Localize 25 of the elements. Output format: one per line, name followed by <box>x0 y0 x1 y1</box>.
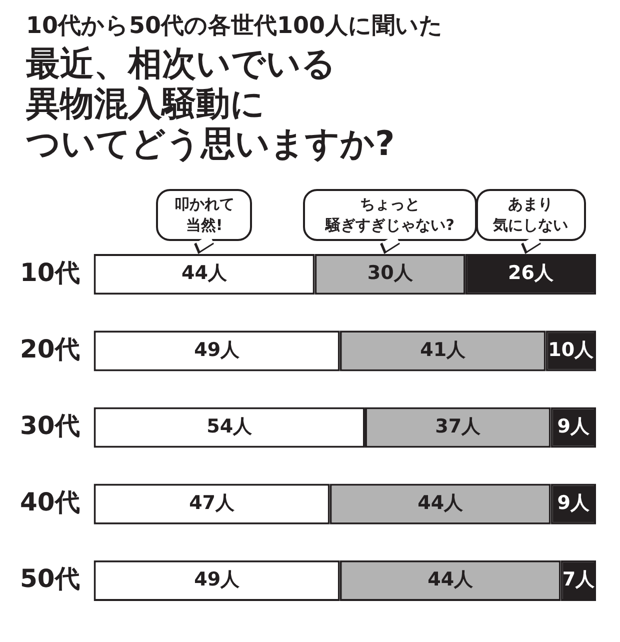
data-label: 9人 <box>557 492 591 514</box>
data-label: 54人 <box>206 415 254 438</box>
chart-title: 最近、相次いでいる異物混入騒動についてどう思いますか? <box>26 44 396 164</box>
chart-subtitle: 10代から50代の各世代100人に聞いた <box>26 12 444 41</box>
data-label: 26人 <box>508 262 554 284</box>
data-label: 49人 <box>194 338 241 361</box>
data-label: 9人 <box>557 415 591 438</box>
series-label: 叩かれて当然! <box>156 189 252 241</box>
data-label: 30人 <box>367 262 414 284</box>
y-tick-label: 30代 <box>20 411 80 440</box>
y-tick-label: 50代 <box>20 564 80 594</box>
data-label: 10人 <box>548 338 595 361</box>
data-label: 37人 <box>435 415 482 438</box>
data-label: 41人 <box>420 338 467 361</box>
y-tick-label: 20代 <box>20 334 80 364</box>
data-label: 7人 <box>562 568 596 591</box>
data-label: 49人 <box>194 568 241 591</box>
data-label: 44人 <box>428 568 474 591</box>
data-label: 44人 <box>418 492 464 514</box>
data-label: 47人 <box>189 492 236 514</box>
data-label: 44人 <box>182 262 228 284</box>
y-tick-label: 40代 <box>20 488 80 517</box>
y-tick-label: 10代 <box>20 258 80 287</box>
series-label: あまり気にしない <box>476 189 586 241</box>
series-label: ちょっと騒ぎすぎじゃない? <box>303 189 478 241</box>
